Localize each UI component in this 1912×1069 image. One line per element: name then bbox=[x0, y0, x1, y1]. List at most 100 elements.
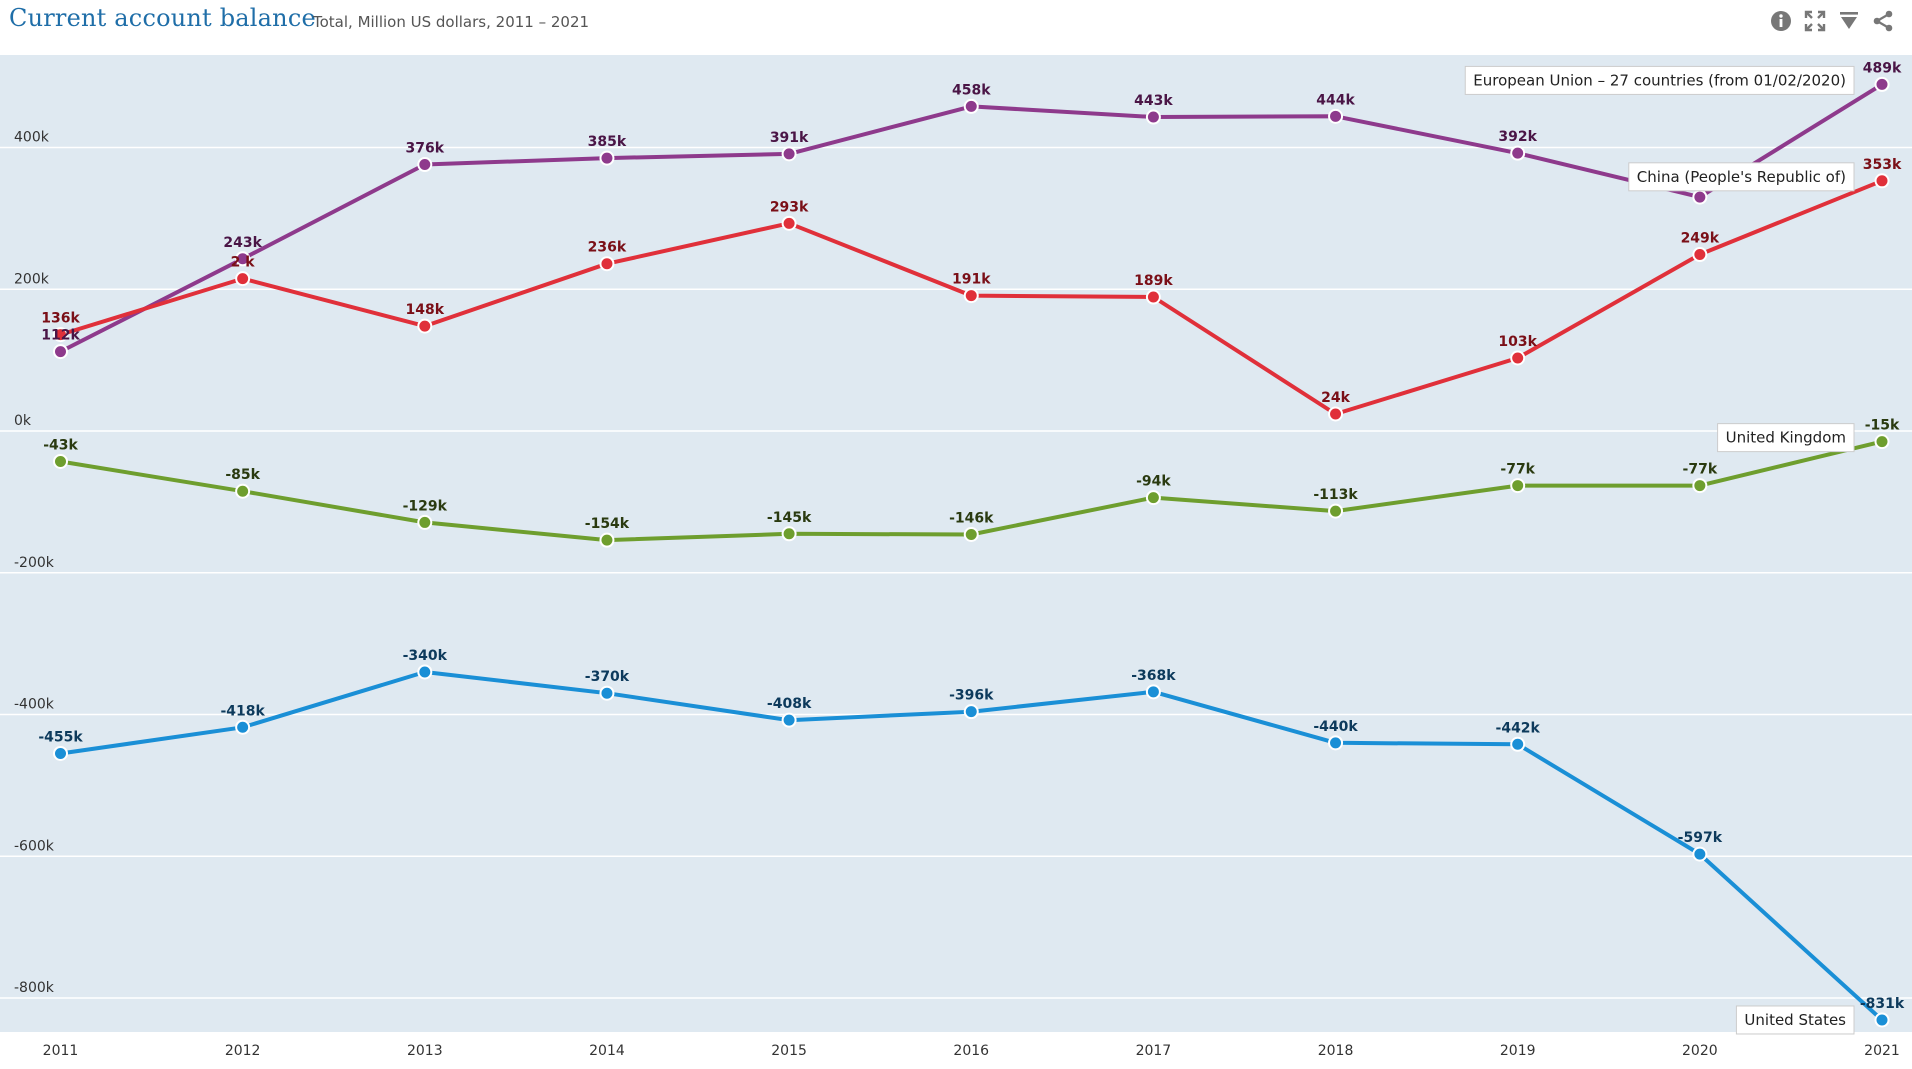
download-button[interactable] bbox=[1838, 10, 1860, 32]
data-label: -113k bbox=[1313, 487, 1358, 503]
series-name-label: China (People's Republic of) bbox=[1628, 162, 1855, 192]
data-point bbox=[963, 704, 979, 720]
data-label: 103k bbox=[1498, 334, 1537, 350]
series-name-box bbox=[1628, 162, 1855, 192]
fullscreen-button[interactable] bbox=[1804, 10, 1826, 32]
data-point bbox=[417, 664, 433, 680]
data-point bbox=[235, 483, 251, 499]
data-point bbox=[417, 318, 433, 334]
data-point bbox=[1328, 735, 1344, 751]
chart-subtitle: Total, Million US dollars, 2011 – 2021 bbox=[313, 13, 590, 31]
data-label: -368k bbox=[1131, 668, 1176, 684]
y-tick-label: -800k bbox=[14, 980, 55, 996]
data-label: 2 k bbox=[231, 255, 256, 271]
data-point bbox=[1692, 478, 1708, 494]
data-point bbox=[599, 532, 615, 548]
data-point bbox=[1692, 846, 1708, 862]
data-point bbox=[963, 526, 979, 542]
download-icon bbox=[1840, 12, 1858, 29]
data-label: 136k bbox=[41, 311, 80, 327]
data-label: 189k bbox=[1134, 273, 1173, 289]
data-point bbox=[1145, 289, 1161, 305]
series-name-box bbox=[1464, 65, 1855, 95]
share-button[interactable] bbox=[1872, 10, 1894, 32]
data-label: 191k bbox=[952, 272, 991, 288]
x-tick-label: 2018 bbox=[1318, 1043, 1354, 1059]
data-point bbox=[599, 256, 615, 272]
data-label: 353k bbox=[1863, 157, 1902, 173]
data-label: -77k bbox=[1683, 462, 1718, 478]
data-label: 489k bbox=[1863, 60, 1902, 76]
data-label: -154k bbox=[585, 516, 630, 532]
data-label: 385k bbox=[588, 134, 627, 150]
data-label: -15k bbox=[1865, 418, 1900, 434]
data-point bbox=[1510, 736, 1526, 752]
data-label: 458k bbox=[952, 82, 991, 98]
y-tick-label: 200k bbox=[14, 271, 50, 287]
info-button[interactable] bbox=[1770, 10, 1792, 32]
data-point bbox=[1145, 684, 1161, 700]
data-label: -597k bbox=[1678, 830, 1723, 846]
data-label: 392k bbox=[1498, 129, 1537, 145]
data-point bbox=[1692, 189, 1708, 205]
data-label: -831k bbox=[1860, 996, 1905, 1012]
data-label: -418k bbox=[220, 703, 265, 719]
data-label: -455k bbox=[38, 729, 83, 745]
data-label: 148k bbox=[406, 302, 445, 318]
data-point bbox=[1328, 503, 1344, 519]
data-point bbox=[781, 526, 797, 542]
fullscreen-icon bbox=[1804, 10, 1826, 32]
x-tick-label: 2017 bbox=[1136, 1043, 1172, 1059]
data-label: -43k bbox=[43, 437, 78, 453]
data-point bbox=[599, 150, 615, 166]
data-point bbox=[963, 98, 979, 114]
x-tick-label: 2021 bbox=[1864, 1043, 1900, 1059]
series-name-text: United States bbox=[1744, 1011, 1846, 1029]
data-point bbox=[53, 327, 68, 343]
x-tick-label: 2016 bbox=[953, 1043, 989, 1059]
data-label: 249k bbox=[1681, 231, 1720, 247]
share-icon bbox=[1873, 10, 1893, 32]
y-tick-label: -200k bbox=[14, 555, 55, 571]
data-point bbox=[781, 146, 797, 162]
data-point bbox=[53, 344, 68, 360]
x-tick-label: 2015 bbox=[771, 1043, 807, 1059]
data-point bbox=[1874, 173, 1890, 189]
data-label: -94k bbox=[1136, 474, 1171, 490]
x-tick-label: 2012 bbox=[225, 1043, 261, 1059]
y-tick-label: 0k bbox=[14, 413, 32, 429]
data-label: -396k bbox=[949, 688, 994, 704]
data-label: -408k bbox=[767, 696, 812, 712]
info-icon bbox=[1771, 11, 1791, 31]
series-name-box bbox=[1717, 423, 1855, 453]
data-label: 443k bbox=[1134, 93, 1173, 109]
data-point bbox=[53, 745, 68, 761]
data-point bbox=[417, 157, 433, 173]
data-label: 376k bbox=[406, 141, 445, 157]
data-point bbox=[235, 271, 251, 287]
x-tick-label: 2013 bbox=[407, 1043, 443, 1059]
y-tick-label: 400k bbox=[14, 130, 50, 146]
series-name-box bbox=[1735, 1005, 1855, 1035]
y-tick-label: -400k bbox=[14, 697, 55, 713]
data-label: -129k bbox=[403, 498, 448, 514]
x-tick-label: 2019 bbox=[1500, 1043, 1536, 1059]
data-point bbox=[1145, 490, 1161, 506]
data-label: -85k bbox=[225, 467, 260, 483]
data-point bbox=[1328, 108, 1344, 124]
data-point bbox=[1874, 1012, 1890, 1028]
data-point bbox=[781, 712, 797, 728]
series-name-label: European Union – 27 countries (from 01/0… bbox=[1464, 65, 1855, 95]
data-point bbox=[1874, 434, 1890, 450]
chart-header: Current account balance Total, Million U… bbox=[0, 0, 1912, 54]
data-point bbox=[1510, 145, 1526, 161]
data-label: 391k bbox=[770, 130, 809, 146]
data-point bbox=[781, 215, 797, 231]
data-label: 24k bbox=[1321, 390, 1350, 406]
x-tick-label: 2014 bbox=[589, 1043, 625, 1059]
series-name-label: United States bbox=[1735, 1005, 1855, 1035]
plot-area bbox=[0, 55, 1912, 1032]
data-label: -442k bbox=[1496, 720, 1541, 736]
series-name-text: United Kingdom bbox=[1726, 429, 1846, 447]
